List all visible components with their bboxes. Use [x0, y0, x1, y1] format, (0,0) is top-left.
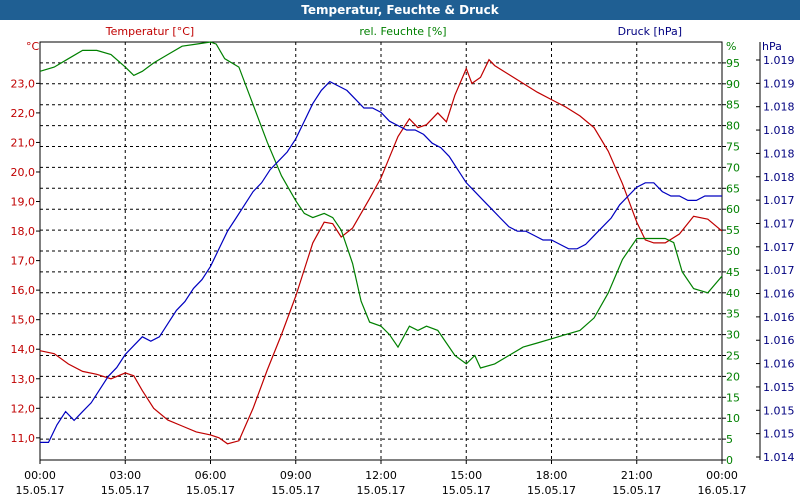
pressure-tick-label: 1.016: [763, 288, 795, 301]
humidity-tick-label: 45: [726, 266, 740, 279]
pressure-tick-label: 1.019: [763, 77, 795, 90]
pressure-tick-label: 1.017: [763, 264, 795, 277]
humidity-tick-label: 10: [726, 412, 740, 425]
temp-tick-label: 14,0: [11, 343, 36, 356]
pressure-tick-label: 1.015: [763, 381, 795, 394]
humidity-unit-label: %: [726, 40, 736, 53]
humidity-tick-label: 70: [726, 161, 740, 174]
temp-tick-label: 20,0: [11, 166, 36, 179]
x-tick-time-label: 09:00: [280, 469, 312, 482]
x-tick-date-label: 15.05.17: [527, 484, 576, 497]
humidity-tick-label: 25: [726, 350, 740, 363]
humidity-tick-label: 60: [726, 203, 740, 216]
pressure-tick-label: 1.016: [763, 358, 795, 371]
chart-title: Temperatur, Feuchte & Druck: [0, 0, 800, 20]
temp-tick-label: 16,0: [11, 284, 36, 297]
humidity-tick-label: 65: [726, 182, 740, 195]
temp-unit-label: °C: [26, 40, 40, 53]
humidity-tick-label: 55: [726, 224, 740, 237]
x-tick-time-label: 15:00: [450, 469, 482, 482]
pressure-tick-label: 1.017: [763, 194, 795, 207]
temp-tick-label: 18,0: [11, 225, 36, 238]
temp-tick-label: 23,0: [11, 77, 36, 90]
pressure-tick-label: 1.016: [763, 311, 795, 324]
x-tick-date-label: 15.05.17: [101, 484, 150, 497]
pressure-tick-label: 1.018: [763, 147, 795, 160]
x-tick-time-label: 06:00: [195, 469, 227, 482]
humidity-tick-label: 40: [726, 287, 740, 300]
pressure-tick-label: 1.017: [763, 217, 795, 230]
temp-tick-label: 11,0: [11, 432, 36, 445]
temp-tick-label: 17,0: [11, 255, 36, 268]
humidity-tick-label: 80: [726, 120, 740, 133]
x-tick-date-label: 15.05.17: [186, 484, 235, 497]
pressure-tick-label: 1.019: [763, 54, 795, 67]
humidity-tick-label: 95: [726, 57, 740, 70]
humidity-tick-label: 35: [726, 308, 740, 321]
temp-tick-label: 13,0: [11, 373, 36, 386]
pressure-tick-label: 1.018: [763, 171, 795, 184]
humidity-tick-label: 75: [726, 141, 740, 154]
humidity-tick-label: 30: [726, 329, 740, 342]
pressure-tick-label: 1.016: [763, 334, 795, 347]
x-tick-date-label: 15.05.17: [16, 484, 65, 497]
x-tick-time-label: 00:00: [24, 469, 56, 482]
x-tick-date-label: 15.05.17: [357, 484, 406, 497]
temperature-line: [39, 58, 723, 445]
pressure-tick-label: 1.015: [763, 404, 795, 417]
x-tick-date-label: 15.05.17: [271, 484, 320, 497]
humidity-tick-label: 85: [726, 99, 740, 112]
humidity-tick-label: 15: [726, 391, 740, 404]
x-tick-date-label: 15.05.17: [612, 484, 661, 497]
temp-tick-label: 12,0: [11, 402, 36, 415]
humidity-line: [39, 41, 723, 369]
x-tick-time-label: 21:00: [621, 469, 653, 482]
x-tick-date-label: 15.05.17: [442, 484, 491, 497]
pressure-tick-label: 1.018: [763, 124, 795, 137]
pressure-tick-label: 1.014: [763, 451, 795, 464]
humidity-tick-label: 20: [726, 370, 740, 383]
humidity-tick-label: 5: [726, 433, 733, 446]
humidity-tick-label: 50: [726, 245, 740, 258]
x-tick-time-label: 00:00: [706, 469, 738, 482]
x-tick-time-label: 18:00: [536, 469, 568, 482]
temp-tick-label: 22,0: [11, 107, 36, 120]
pressure-unit-label: hPa: [762, 40, 782, 53]
temp-tick-label: 15,0: [11, 314, 36, 327]
humidity-tick-label: 0: [726, 454, 733, 467]
pressure-series-label: Druck [hPa]: [618, 25, 682, 38]
pressure-tick-label: 1.018: [763, 101, 795, 114]
x-tick-time-label: 03:00: [109, 469, 141, 482]
pressure-line: [40, 80, 722, 443]
humidity-tick-label: 90: [726, 78, 740, 91]
pressure-tick-label: 1.017: [763, 241, 795, 254]
temp-tick-label: 19,0: [11, 196, 36, 209]
temperature-series-label: Temperatur [°C]: [105, 25, 194, 38]
temp-tick-label: 21,0: [11, 136, 36, 149]
x-tick-time-label: 12:00: [365, 469, 397, 482]
pressure-tick-label: 1.015: [763, 428, 795, 441]
x-tick-date-label: 16.05.17: [698, 484, 747, 497]
humidity-series-label: rel. Feuchte [%]: [359, 25, 446, 38]
